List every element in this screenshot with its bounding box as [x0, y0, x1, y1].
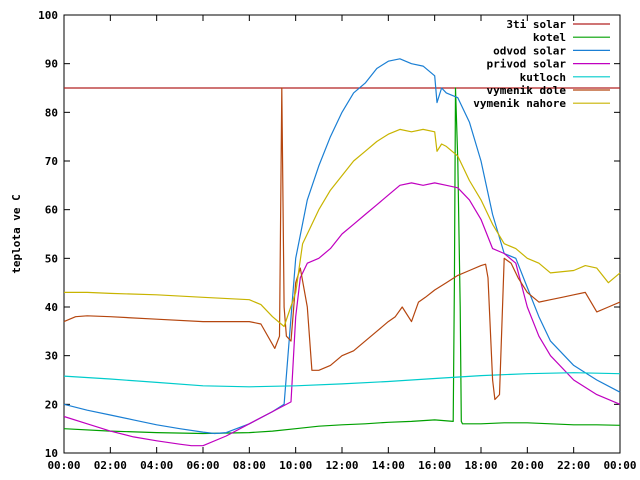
x-tick-label: 10:00	[279, 459, 312, 472]
y-tick-label: 20	[45, 398, 58, 411]
y-tick-label: 40	[45, 301, 58, 314]
x-tick-label: 02:00	[94, 459, 127, 472]
x-tick-label: 16:00	[418, 459, 451, 472]
x-tick-label: 18:00	[464, 459, 497, 472]
x-tick-label: 14:00	[372, 459, 405, 472]
legend-label: vymenik nahore	[473, 97, 566, 110]
series-line-4	[63, 372, 621, 388]
x-tick-label: 00:00	[47, 459, 80, 472]
y-axis-label: teplota ve C	[10, 194, 23, 273]
axis-ticks	[63, 14, 621, 454]
x-tick-label: 22:00	[557, 459, 590, 472]
y-tick-label: 100	[38, 9, 58, 22]
x-tick-label: 08:00	[233, 459, 266, 472]
y-tick-label: 90	[45, 58, 58, 71]
legend-label: 3ti solar	[506, 18, 566, 31]
y-tick-label: 70	[45, 155, 58, 168]
y-tick-label: 30	[45, 350, 58, 363]
x-tick-label: 20:00	[511, 459, 544, 472]
legend-label: kotel	[533, 31, 566, 44]
legend-label: vymenik dole	[487, 84, 567, 97]
legend-label: odvod solar	[493, 44, 566, 57]
series-line-3	[63, 182, 621, 447]
y-tick-label: 60	[45, 204, 58, 217]
y-tick-label: 10	[45, 447, 58, 460]
x-tick-label: 12:00	[325, 459, 358, 472]
series-line-2	[63, 58, 621, 435]
legend-label: kutloch	[520, 71, 566, 84]
x-tick-label: 06:00	[186, 459, 219, 472]
x-tick-label: 04:00	[140, 459, 173, 472]
y-tick-label: 50	[45, 252, 58, 265]
x-tick-label: 00:00	[603, 459, 636, 472]
series-line-5	[63, 87, 621, 401]
series-line-1	[63, 87, 621, 435]
series-lines	[63, 58, 621, 447]
legend-label: privod solar	[487, 58, 567, 71]
y-tick-label: 80	[45, 106, 58, 119]
axis-tick-labels: 00:00 02:00 04:00 06:00 08:00 10:00 12:00 14:00…	[38, 9, 636, 472]
series-line-6	[64, 128, 621, 328]
